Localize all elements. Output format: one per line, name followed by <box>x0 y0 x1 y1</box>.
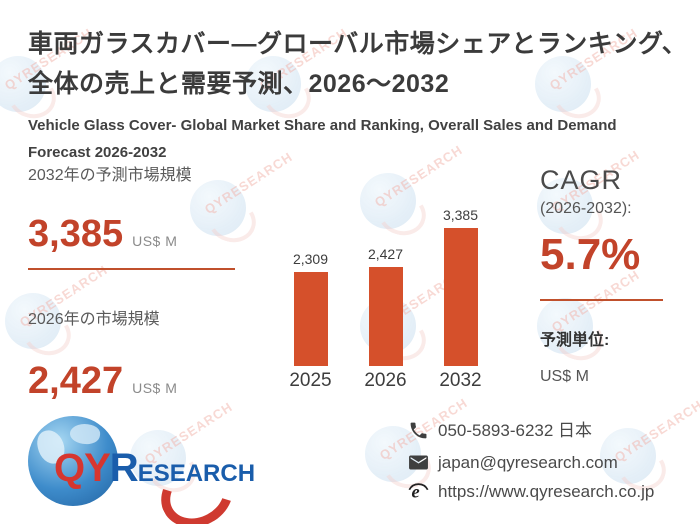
globe-icon: e <box>408 482 429 502</box>
current-size-value: 2,427 <box>28 360 124 402</box>
qyresearch-watermark: QYRESEARCH <box>537 267 653 378</box>
bar-column: 2,427 <box>348 200 423 366</box>
forecast-size-value-row: 3,385 US$ M <box>28 215 177 253</box>
forecast-size-unit: US$ M <box>132 233 178 249</box>
phone-number: 050-5893-6232 日本 <box>438 421 593 440</box>
current-size-label: 2026年の市場規模 <box>28 311 160 328</box>
watermark-globe-icon <box>535 56 591 112</box>
page-title-line2: 全体の売上と需要予測、2026～2032 <box>28 70 450 98</box>
page-subtitle-en: Vehicle Glass Cover- Global Market Share… <box>28 117 617 161</box>
x-axis-tick-label: 2025 <box>289 370 332 391</box>
cagr-title: CAGR <box>540 165 623 195</box>
bar <box>293 272 328 366</box>
qyresearch-logo-text: QYRESEARCH <box>54 448 255 488</box>
right-divider <box>540 299 663 301</box>
forecast-size-label: 2032年の予測市場規模 <box>28 167 192 184</box>
svg-text:e: e <box>412 482 420 502</box>
x-axis-tick-label: 2026 <box>364 370 407 391</box>
bar-column: 2,309 <box>273 200 348 366</box>
logo-text-esearch: ESEARCH <box>137 460 256 487</box>
bar-chart: 2,309 2,427 3,385 <box>273 200 498 366</box>
forecast-unit-label: 予測単位: <box>540 332 610 349</box>
current-size-value-row: 2,427 US$ M <box>28 362 177 400</box>
forecast-size-value: 3,385 <box>28 213 124 255</box>
phone-contact-row[interactable]: 050-5893-6232 日本 <box>408 420 592 441</box>
logo-text-r: R <box>109 446 139 490</box>
email-contact-row[interactable]: japan@qyresearch.com <box>408 452 618 473</box>
bar-value-label: 2,427 <box>367 246 404 262</box>
bar-column: 3,385 <box>423 200 498 366</box>
logo-text-qy: QY <box>54 446 111 490</box>
phone-icon <box>410 422 427 439</box>
bar <box>368 267 403 366</box>
bar-chart-x-axis: 2025 2026 2032 <box>273 371 498 390</box>
current-size-unit: US$ M <box>132 380 178 396</box>
bar <box>443 228 478 366</box>
watermark-text: QYRESEARCH <box>611 397 700 465</box>
bar-value-label: 2,309 <box>292 251 329 267</box>
x-axis-tick-label: 2032 <box>439 370 482 391</box>
page-title-line1: 車両ガラスカバー—グローバル市場シェアとランキング、 <box>28 30 688 58</box>
forecast-unit-value: US$ M <box>540 368 589 385</box>
bar-value-label: 3,385 <box>442 207 479 223</box>
website-contact-row[interactable]: e https://www.qyresearch.co.jp <box>408 481 654 502</box>
qyresearch-globe-logo <box>28 416 118 506</box>
website-url: https://www.qyresearch.co.jp <box>438 482 655 501</box>
watermark-globe-icon <box>190 180 246 236</box>
cagr-value: 5.7% <box>540 230 641 279</box>
left-divider <box>28 268 235 270</box>
email-address: japan@qyresearch.com <box>438 453 618 472</box>
cagr-range: (2026-2032): <box>540 200 632 217</box>
email-icon <box>409 455 428 470</box>
